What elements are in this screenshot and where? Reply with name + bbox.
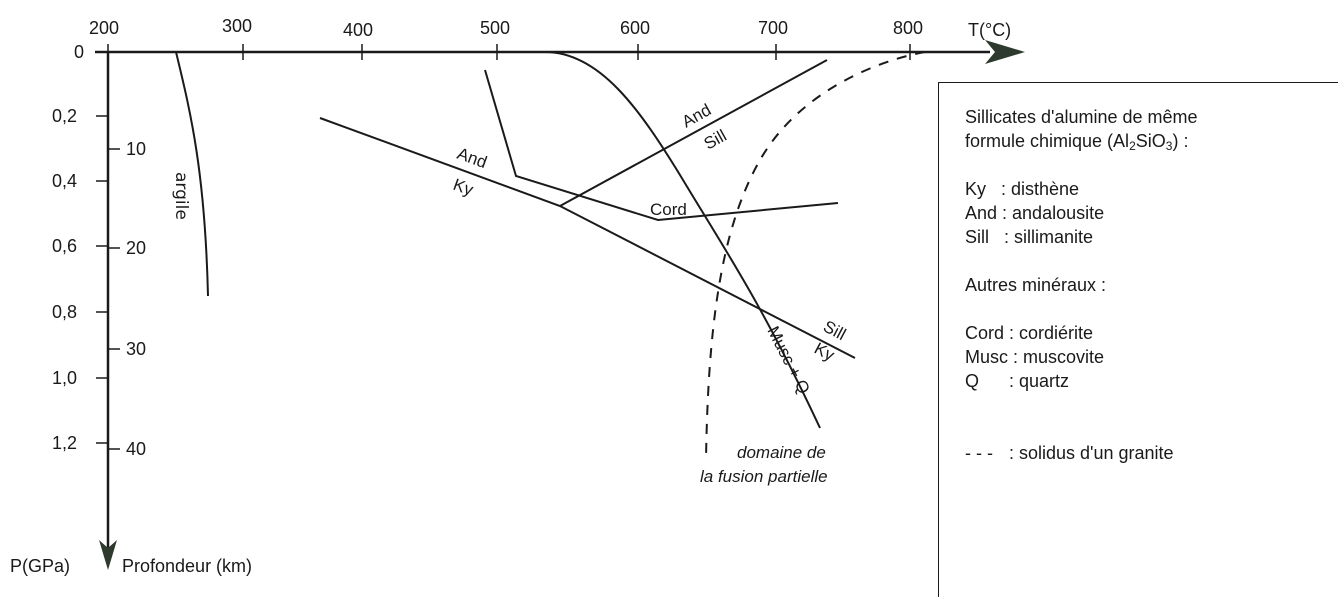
p-label-0-8: 0,8 bbox=[52, 302, 77, 322]
legend-q: Q : quartz bbox=[965, 371, 1070, 391]
pressure-tick-labels: 0 0,2 0,4 0,6 0,8 1,0 1,2 bbox=[52, 42, 84, 453]
legend-sill: Sill : sillimanite bbox=[965, 227, 1094, 247]
pressure-axis-arrow bbox=[99, 540, 117, 570]
p-label-1-2: 1,2 bbox=[52, 433, 77, 453]
p-label-1-0: 1,0 bbox=[52, 368, 77, 388]
p-label-0-6: 0,6 bbox=[52, 236, 77, 256]
d-label-20: 20 bbox=[126, 238, 146, 258]
cord-boundary bbox=[484, 69, 839, 222]
t-label-200: 200 bbox=[89, 18, 119, 38]
legend-solidus-symbol: - - - bbox=[965, 443, 993, 463]
legend-box: Sillicates d'alumine de même formule chi… bbox=[938, 82, 1338, 597]
legend-formula-sub1: 2 bbox=[1129, 139, 1136, 153]
legend-solidus-row: - - - : solidus d'un granite bbox=[965, 443, 1174, 464]
legend-and: And : andalousite bbox=[965, 203, 1105, 223]
fusion-label-line2: la fusion partielle bbox=[700, 467, 828, 486]
legend-cord: Cord : cordiérite bbox=[965, 323, 1094, 343]
pressure-ticks bbox=[96, 51, 108, 444]
legend-title-line2: formule chimique (Al2SiO3) : bbox=[965, 131, 1188, 152]
sill-ky-label-ky: Ky bbox=[811, 339, 838, 365]
granite-solidus bbox=[705, 51, 926, 461]
t-label-500: 500 bbox=[480, 18, 510, 38]
t-label-800: 800 bbox=[893, 18, 923, 38]
temperature-axis-arrow bbox=[985, 40, 1025, 64]
d-label-30: 30 bbox=[126, 339, 146, 359]
t-label-700: 700 bbox=[758, 18, 788, 38]
and-ky-boundary bbox=[319, 117, 856, 359]
legend-ky: Ky : disthène bbox=[965, 179, 1080, 199]
musc-q-curve bbox=[544, 51, 821, 429]
d-label-40: 40 bbox=[126, 439, 146, 459]
d-label-10: 10 bbox=[126, 139, 146, 159]
legend-solidus-text: : solidus d'un granite bbox=[1008, 443, 1174, 463]
and-sill-label-sill: Sill bbox=[701, 126, 730, 154]
argile-curve bbox=[175, 51, 209, 297]
depth-axis-label: Profondeur (km) bbox=[122, 556, 252, 576]
legend-title-line1: Sillicates d'alumine de même bbox=[965, 107, 1198, 127]
legend-others-title: Autres minéraux : bbox=[965, 275, 1107, 295]
legend-formula-prefix: formule chimique (Al bbox=[965, 131, 1130, 151]
legend-musc: Musc : muscovite bbox=[965, 347, 1105, 367]
musc-q-label: Musc + Q bbox=[763, 323, 813, 397]
fusion-label-line1: domaine de bbox=[737, 443, 826, 462]
and-ky-label-and: And bbox=[455, 144, 490, 172]
argile-label: argile bbox=[171, 172, 191, 220]
and-ky-label-ky: Ky bbox=[451, 175, 477, 200]
and-sill-label-and: And bbox=[679, 100, 715, 131]
depth-tick-labels: 10 20 30 40 bbox=[126, 139, 146, 459]
p-label-0-2: 0,2 bbox=[52, 106, 77, 126]
cord-label: Cord bbox=[650, 200, 687, 219]
temperature-tick-labels: 200 300 400 500 600 700 800 bbox=[89, 16, 923, 40]
pressure-axis-label: P(GPa) bbox=[10, 556, 70, 576]
legend-formula-suffix: ) : bbox=[1172, 131, 1189, 151]
legend-formula-sub2: 3 bbox=[1165, 139, 1173, 153]
depth-ticks bbox=[108, 148, 120, 450]
legend-formula-mid: SiO bbox=[1135, 131, 1166, 151]
p-label-0: 0 bbox=[74, 42, 84, 62]
t-label-400: 400 bbox=[343, 20, 373, 40]
and-sill-boundary bbox=[559, 59, 828, 207]
p-label-0-4: 0,4 bbox=[52, 171, 77, 191]
t-label-600: 600 bbox=[620, 18, 650, 38]
t-label-300: 300 bbox=[222, 16, 252, 36]
temperature-axis-label: T(°C) bbox=[968, 20, 1011, 40]
